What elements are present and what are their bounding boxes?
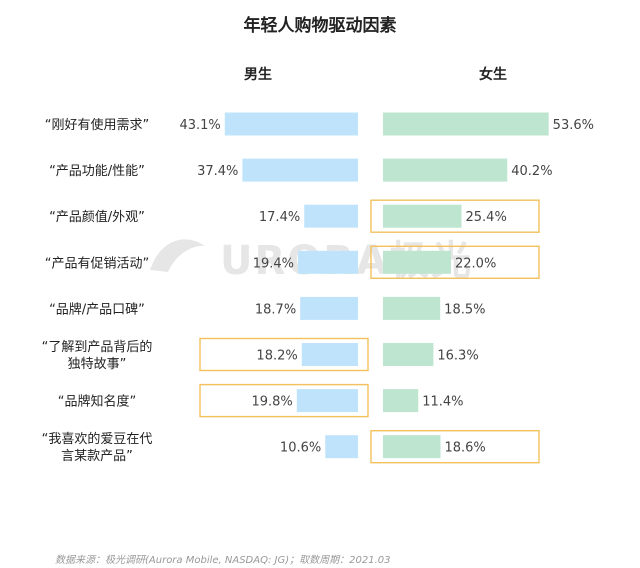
highlight-box-female — [370, 245, 540, 280]
bar-female — [383, 158, 508, 182]
highlight-box-female — [370, 430, 540, 464]
value-label-female: 11.4% — [422, 395, 463, 410]
category-label: “产品有促销活动” — [45, 256, 149, 271]
bar-rows: “刚好有使用需求” 43.1% 53.6% “产品功能/性能” 37.4% 40.2% “产… — [42, 112, 594, 464]
value-label-female: 25.4% — [466, 210, 507, 225]
value-label-male: 10.6% — [280, 441, 321, 456]
bar-male — [300, 296, 358, 320]
bar-female — [383, 296, 441, 320]
bar-female — [383, 204, 462, 228]
value-label-male: 18.2% — [256, 349, 297, 364]
bar-male — [296, 389, 358, 413]
category-label-line: 言某款产品” — [61, 449, 133, 464]
watermark-logo — [150, 239, 205, 272]
category-label: “品牌知名度” — [58, 394, 136, 410]
category-label-line: 独特故事” — [68, 357, 127, 372]
bar-male — [242, 158, 358, 182]
category-label: “刚好有使用需求” — [45, 117, 149, 133]
value-label-female: 18.5% — [444, 302, 485, 317]
category-label-line: “我喜欢的爱豆在代 — [42, 431, 153, 447]
bar-male — [304, 204, 358, 228]
bar-male — [298, 250, 358, 274]
series-label-male: 男生 — [244, 66, 272, 83]
bar-female — [383, 112, 549, 136]
bar-female — [383, 343, 434, 366]
category-label: “品牌/产品口碑” — [49, 301, 145, 317]
highlight-box-male — [199, 337, 369, 372]
bar-male — [224, 112, 358, 136]
highlight-box-female — [370, 199, 540, 233]
value-label-male: 17.4% — [259, 210, 300, 225]
category-label: “产品功能/性能” — [49, 164, 145, 179]
value-label-female: 40.2% — [511, 164, 552, 179]
value-label-male: 19.4% — [253, 256, 294, 271]
value-label-male: 19.8% — [251, 395, 292, 410]
bar-male — [325, 435, 358, 459]
bar-female — [383, 250, 451, 274]
category-label-line: “品牌/产品口碑” — [49, 301, 145, 317]
value-label-male: 18.7% — [255, 302, 296, 317]
bar-female — [383, 389, 419, 413]
category-label: “了解到产品背后的独特故事” — [42, 339, 153, 372]
category-label-line: “产品功能/性能” — [49, 164, 145, 179]
source-note: 数据来源：极光调研(Aurora Mobile, NASDAQ: JG)；取数周… — [55, 554, 390, 566]
highlight-box-male — [199, 383, 369, 418]
chart-title: 年轻人购物驱动因素 — [244, 15, 397, 36]
value-label-female: 18.6% — [444, 441, 485, 456]
value-label-male: 37.4% — [197, 164, 238, 179]
value-label-female: 53.6% — [553, 118, 594, 133]
value-label-female: 22.0% — [455, 256, 496, 271]
value-label-female: 16.3% — [437, 349, 478, 364]
bar-female — [383, 435, 441, 459]
category-label: “我喜欢的爱豆在代言某款产品” — [42, 431, 153, 464]
category-label-line: “品牌知名度” — [58, 394, 136, 410]
category-label-line: “了解到产品背后的 — [42, 339, 153, 355]
category-label-line: “刚好有使用需求” — [45, 117, 149, 133]
category-label: “产品颜值/外观” — [49, 209, 145, 225]
value-label-male: 43.1% — [179, 118, 220, 133]
category-label-line: “产品有促销活动” — [45, 256, 149, 271]
category-label-line: “产品颜值/外观” — [49, 209, 145, 225]
bar-male — [301, 343, 358, 366]
series-label-female: 女生 — [479, 66, 507, 83]
